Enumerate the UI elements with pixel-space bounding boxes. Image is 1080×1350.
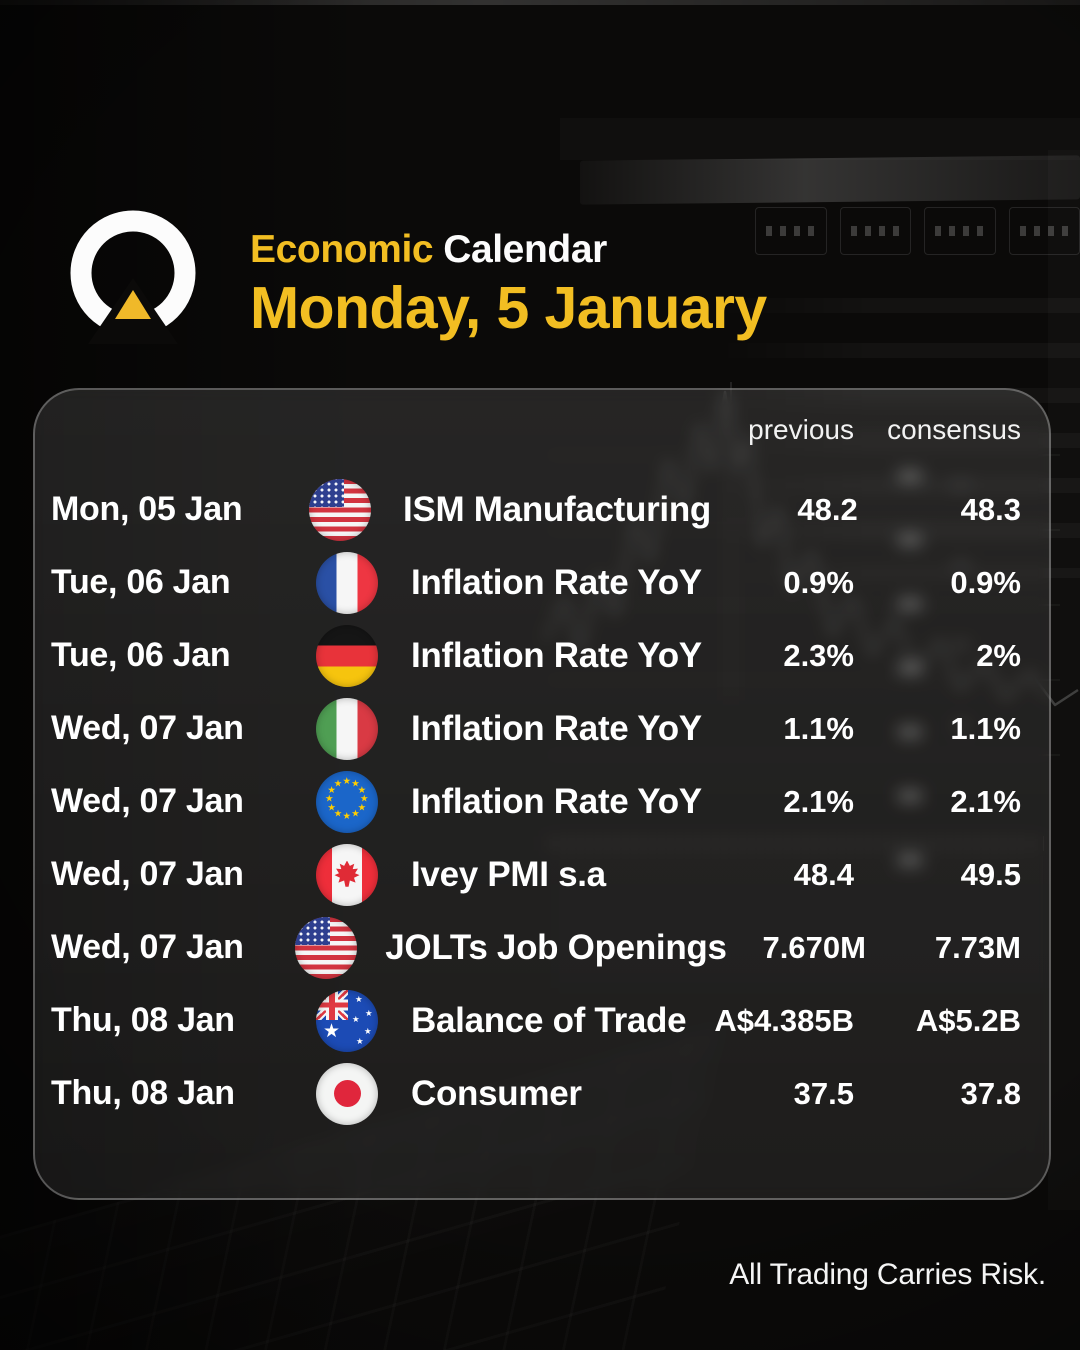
- event-name: Inflation Rate YoY: [411, 562, 702, 602]
- event-row: Wed, 07 Jan Inflation Rate YoY 2.1% 2.1%: [35, 765, 1049, 838]
- event-date: Wed, 07 Jan: [51, 709, 244, 747]
- event-name: Balance of Trade: [411, 1000, 687, 1040]
- united-states-flag-icon: [294, 916, 357, 979]
- event-row: Wed, 07 Jan Ivey PMI s.a 48.4 49.5: [35, 838, 1049, 911]
- column-headers: previous consensus: [35, 390, 1049, 446]
- title-accent-word: Economic: [250, 228, 434, 271]
- previous-value: 2.3%: [783, 637, 854, 673]
- event-name: Consumer: [411, 1073, 582, 1113]
- event-row: Tue, 06 Jan Inflation Rate YoY 2.3% 2%: [35, 619, 1049, 692]
- ring-with-gold-triangle-logo-icon: [70, 210, 196, 344]
- event-date: Thu, 08 Jan: [51, 1074, 235, 1112]
- column-header-previous: previous: [748, 414, 854, 445]
- event-date: Mon, 05 Jan: [51, 490, 243, 528]
- brand-logo: [64, 206, 202, 349]
- consensus-value: 1.1%: [950, 710, 1021, 746]
- event-row: Thu, 08 Jan Balance of Trade A$4.385B A$…: [35, 984, 1049, 1057]
- consensus-value: 0.9%: [950, 564, 1021, 600]
- event-row: Tue, 06 Jan Inflation Rate YoY 0.9% 0.9%: [35, 546, 1049, 619]
- previous-value: A$4.385B: [714, 1002, 854, 1038]
- event-row: Wed, 07 Jan JOLTs Job Openings 7.670M 7.…: [35, 911, 1049, 984]
- european-union-flag-icon: [316, 770, 378, 833]
- event-date: Wed, 07 Jan: [51, 855, 244, 893]
- consensus-value: 2.1%: [950, 783, 1021, 819]
- previous-value: 2.1%: [783, 783, 854, 819]
- event-name: Inflation Rate YoY: [411, 781, 702, 821]
- risk-disclaimer: All Trading Carries Risk.: [729, 1258, 1046, 1291]
- consensus-value: 37.8: [960, 1075, 1021, 1111]
- consensus-value: 2%: [976, 637, 1021, 673]
- consensus-value: 48.3: [960, 491, 1021, 527]
- event-name: Inflation Rate YoY: [411, 635, 702, 675]
- page-title: Economic Calendar: [250, 228, 767, 272]
- column-header-consensus: consensus: [887, 414, 1021, 445]
- previous-value: 37.5: [793, 1075, 854, 1111]
- united-states-flag-icon: [309, 478, 372, 541]
- event-date: Tue, 06 Jan: [51, 636, 231, 674]
- canada-flag-icon: [316, 843, 378, 906]
- previous-value: 0.9%: [783, 564, 854, 600]
- event-date: Thu, 08 Jan: [51, 1001, 235, 1039]
- italy-flag-icon: [316, 697, 378, 760]
- event-name: JOLTs Job Openings: [385, 927, 727, 967]
- header-titles: Economic Calendar Monday, 5 January: [250, 228, 767, 340]
- japan-flag-icon: [316, 1062, 378, 1125]
- event-name: Inflation Rate YoY: [411, 708, 702, 748]
- event-date: Wed, 07 Jan: [51, 782, 244, 820]
- consensus-value: A$5.2B: [915, 1002, 1021, 1038]
- event-name: Ivey PMI s.a: [411, 854, 606, 894]
- event-row: Mon, 05 Jan ISM Manufacturing 48.2 48.3: [35, 473, 1049, 546]
- event-row: Thu, 08 Jan Consumer 37.5 37.8: [35, 1057, 1049, 1130]
- event-row: Wed, 07 Jan Inflation Rate YoY 1.1% 1.1%: [35, 692, 1049, 765]
- consensus-value: 7.73M: [934, 929, 1021, 965]
- previous-value: 48.4: [793, 856, 854, 892]
- germany-flag-icon: [316, 624, 378, 687]
- france-flag-icon: [316, 551, 378, 614]
- consensus-value: 49.5: [960, 856, 1021, 892]
- title-rest-word: Calendar: [443, 228, 607, 271]
- date-heading: Monday, 5 January: [250, 275, 767, 341]
- previous-value: 1.1%: [783, 710, 854, 746]
- previous-value: 7.670M: [762, 929, 866, 965]
- event-name: ISM Manufacturing: [403, 489, 711, 529]
- australia-flag-icon: [316, 989, 378, 1052]
- event-rows: Mon, 05 Jan ISM Manufacturing 48.2 48.3 …: [35, 473, 1049, 1130]
- event-date: Tue, 06 Jan: [51, 563, 231, 601]
- event-date: Wed, 07 Jan: [51, 928, 244, 966]
- previous-value: 48.2: [797, 491, 858, 527]
- economic-calendar-card: previous consensus Mon, 05 Jan ISM Manuf…: [33, 388, 1051, 1200]
